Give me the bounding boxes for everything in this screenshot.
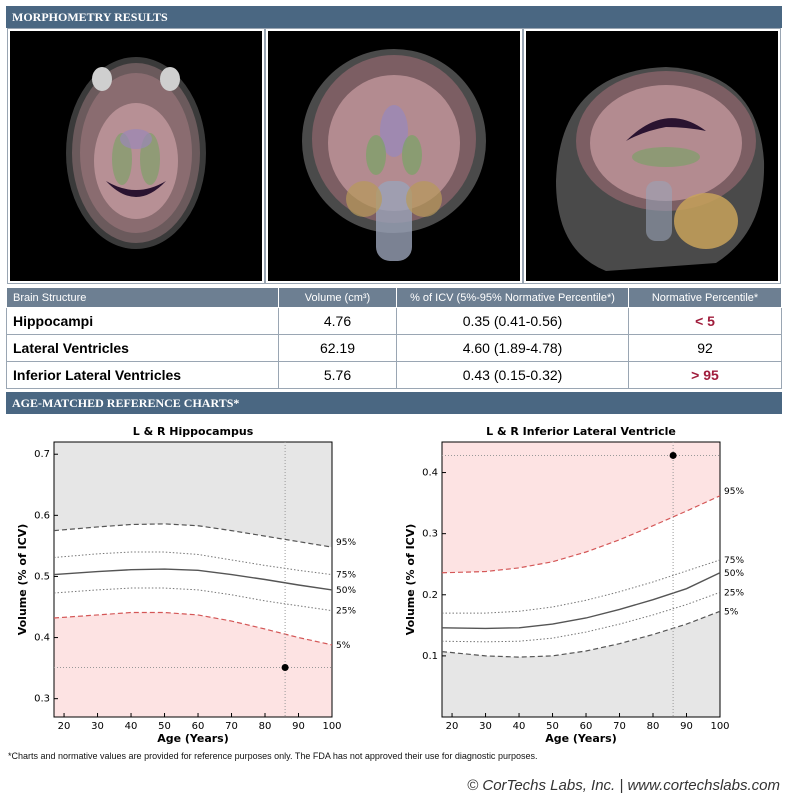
morphometry-results-header: MORPHOMETRY RESULTS (6, 6, 782, 28)
series-label: 5% (724, 607, 739, 617)
series-label: 50% (724, 569, 744, 579)
x-tick-label: 80 (647, 721, 660, 732)
y-tick-label: 0.7 (34, 449, 50, 460)
cell-icv: 0.43 (0.15-0.32) (396, 361, 629, 389)
series-label: 50% (336, 586, 356, 596)
col-header-structure: Brain Structure (6, 287, 279, 308)
cell-volume: 4.76 (278, 307, 397, 335)
cell-percentile: > 95 (628, 361, 782, 389)
cell-structure: Lateral Ventricles (6, 334, 279, 362)
series-label: 75% (724, 556, 744, 566)
x-tick-label: 20 (446, 721, 459, 732)
inferior-lateral-ventricle-reference-chart: 95% 75% 50% 25% 5% 20 30 40 50 60 70 80 90 100 0.1 0.2 0… (404, 425, 744, 745)
table-row: Inferior Lateral Ventricles 5.76 0.43 (0… (6, 361, 782, 389)
y-tick-label: 0.3 (34, 694, 50, 705)
series-line-95pct (441, 495, 721, 574)
col-header-volume: Volume (cm³) (278, 287, 397, 308)
x-tick-label: 50 (158, 721, 171, 732)
series-line-5pct (53, 611, 333, 646)
plot-frame (53, 441, 333, 718)
hippocampus-reference-chart: 95% 75% 50% 25% 5% 20 30 40 50 60 70 80 90 100 0.3 0.4 0… (16, 425, 356, 745)
series-line-95pct (53, 523, 333, 548)
x-tick-label: 90 (292, 721, 305, 732)
chart-title: L & R Hippocampus (133, 425, 254, 438)
table-row: Hippocampi 4.76 0.35 (0.41-0.56) < 5 (6, 307, 782, 335)
cell-volume: 5.76 (278, 361, 397, 389)
cell-percentile: 92 (628, 334, 782, 362)
series-label: 75% (336, 571, 356, 581)
cell-icv: 0.35 (0.41-0.56) (396, 307, 629, 335)
table-row: Lateral Ventricles 62.19 4.60 (1.89-4.78… (6, 334, 782, 362)
footnote: *Charts and normative values are provide… (8, 751, 538, 761)
age-matched-charts-header: AGE-MATCHED REFERENCE CHARTS* (6, 392, 782, 414)
cell-volume: 62.19 (278, 334, 397, 362)
lower-shade-region (54, 612, 332, 717)
y-tick-label: 0.5 (34, 571, 50, 582)
sagittal-scan-image (523, 28, 781, 284)
upper-shade-region (442, 442, 720, 573)
x-tick-label: 40 (125, 721, 138, 732)
x-tick-label: 90 (680, 721, 693, 732)
x-tick-label: 70 (225, 721, 238, 732)
cell-icv: 4.60 (1.89-4.78) (396, 334, 629, 362)
chart-title: L & R Inferior Lateral Ventricle (486, 425, 676, 438)
cell-percentile: < 5 (628, 307, 782, 335)
series-label: 5% (336, 641, 351, 651)
copyright-footer: © CorTechs Labs, Inc. | www.cortechslabs… (467, 777, 780, 794)
y-tick-label: 0.3 (422, 529, 438, 540)
x-tick-label: 100 (322, 721, 341, 732)
lower-shade-region (442, 611, 720, 717)
morphometry-results-table: Brain Structure Volume (cm³) % of ICV (5… (6, 287, 782, 389)
x-tick-label: 50 (546, 721, 559, 732)
y-axis-label: Volume (% of ICV) (404, 524, 417, 636)
x-tick-label: 40 (513, 721, 526, 732)
cell-structure: Inferior Lateral Ventricles (6, 361, 279, 389)
col-header-percentile: Normative Percentile* (628, 287, 782, 308)
series-label: 95% (724, 487, 744, 497)
x-tick-label: 70 (613, 721, 626, 732)
series-line-5pct (441, 610, 721, 658)
col-header-icv: % of ICV (5%-95% Normative Percentile*) (396, 287, 629, 308)
x-tick-label: 30 (91, 721, 104, 732)
axial-scan-image (7, 28, 265, 284)
y-tick-label: 0.6 (34, 510, 50, 521)
series-line-50pct (441, 572, 721, 630)
x-tick-label: 60 (192, 721, 205, 732)
series-label: 25% (724, 588, 744, 598)
y-axis-label: Volume (% of ICV) (16, 524, 29, 636)
cell-structure: Hippocampi (6, 307, 279, 335)
x-tick-label: 20 (58, 721, 71, 732)
patient-point (281, 664, 289, 671)
y-tick-label: 0.4 (34, 633, 50, 644)
series-line-50pct (53, 568, 333, 591)
table-header-row: Brain Structure Volume (cm³) % of ICV (5… (6, 287, 782, 308)
x-tick-label: 60 (580, 721, 593, 732)
series-label: 95% (336, 538, 356, 548)
plot-frame (441, 441, 721, 718)
x-axis-label: Age (Years) (545, 732, 617, 745)
y-tick-label: 0.4 (422, 468, 438, 479)
coronal-scan-image (265, 28, 523, 284)
series-line-25pct (441, 591, 721, 643)
x-tick-label: 100 (710, 721, 729, 732)
series-label: 25% (336, 607, 356, 617)
x-tick-label: 80 (259, 721, 272, 732)
x-tick-label: 30 (479, 721, 492, 732)
upper-shade-region (54, 442, 332, 548)
series-line-25pct (53, 587, 333, 612)
series-line-75pct (53, 551, 333, 576)
patient-point (669, 451, 677, 459)
y-tick-label: 0.2 (422, 590, 438, 601)
x-axis-label: Age (Years) (157, 732, 229, 745)
y-tick-label: 0.1 (422, 651, 438, 662)
